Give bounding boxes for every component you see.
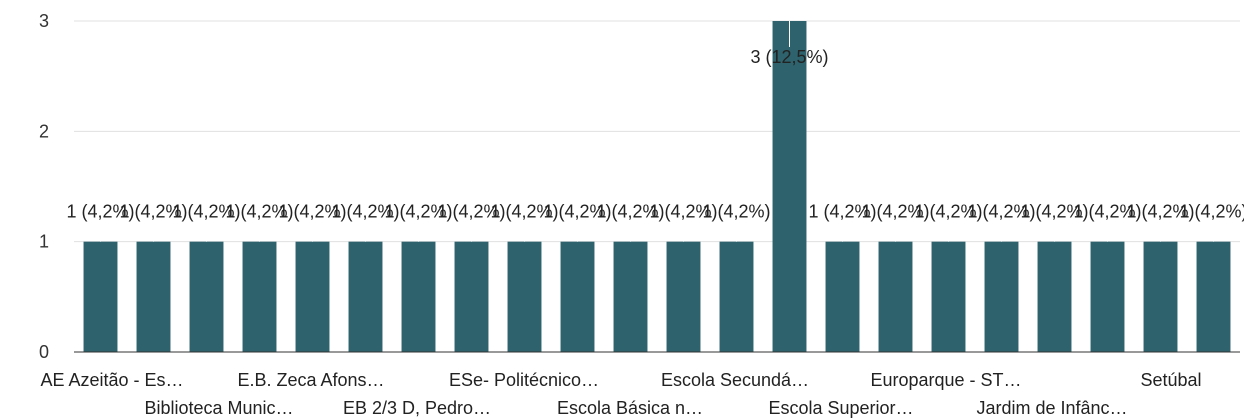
x-category-label: Escola Superior…: [768, 398, 913, 418]
bar[interactable]: [295, 241, 330, 352]
data-label: 1 (4,2%): [331, 202, 399, 222]
x-category-label: Jardim de Infânc…: [976, 398, 1127, 418]
bar[interactable]: [1090, 241, 1125, 352]
data-label: 1 (4,2%): [596, 202, 664, 222]
data-label: 1 (4,2%): [861, 202, 929, 222]
bar[interactable]: [613, 241, 648, 352]
bar[interactable]: [507, 241, 542, 352]
x-category-label: Biblioteca Munic…: [144, 398, 293, 418]
bar[interactable]: [348, 241, 383, 352]
data-label: 3 (12,5%): [750, 47, 828, 67]
bar[interactable]: [719, 241, 754, 352]
bar[interactable]: [454, 241, 489, 352]
bar[interactable]: [931, 241, 966, 352]
bar[interactable]: [825, 241, 860, 352]
x-category-label: ESe- Politécnico…: [449, 370, 599, 390]
bar[interactable]: [136, 241, 171, 352]
data-label: 1 (4,2%): [1126, 202, 1194, 222]
data-label: 1 (4,2%): [119, 202, 187, 222]
x-category-label: Escola Básica n…: [557, 398, 703, 418]
bar[interactable]: [83, 241, 118, 352]
x-category-label: EB 2/3 D, Pedro…: [343, 398, 491, 418]
data-label: 1 (4,2%): [543, 202, 611, 222]
bar[interactable]: [666, 241, 701, 352]
bar[interactable]: [242, 241, 277, 352]
data-label: 1 (4,2%): [702, 202, 770, 222]
axis-layer: 0 1 2 3 AE Azeitão - Es… Biblioteca Munic… E.B…: [39, 11, 1240, 418]
x-category-label: E.B. Zeca Afons…: [237, 370, 384, 390]
x-category-label: Europarque - ST…: [870, 370, 1021, 390]
data-label: 1 (4,2%): [278, 202, 346, 222]
x-category-label: Escola Secundá…: [661, 370, 809, 390]
bar[interactable]: [1196, 241, 1231, 352]
bar[interactable]: [1143, 241, 1178, 352]
data-label: 1 (4,2%): [66, 202, 134, 222]
bar[interactable]: [401, 241, 436, 352]
data-label: 1 (4,2%): [1073, 202, 1141, 222]
y-tick-label: 3: [39, 11, 49, 31]
data-label: 1 (4,2%): [172, 202, 240, 222]
y-tick-label: 0: [39, 342, 49, 362]
data-label: 1 (4,2%): [967, 202, 1035, 222]
label-layer: 1 (4,2%)1 (4,2%)1 (4,2%)1 (4,2%)1 (4,2%)…: [66, 21, 1244, 242]
x-category-label: AE Azeitão - Es…: [40, 370, 183, 390]
data-label: 1 (4,2%): [384, 202, 452, 222]
bar[interactable]: [984, 241, 1019, 352]
data-label: 1 (4,2%): [225, 202, 293, 222]
data-label: 1 (4,2%): [649, 202, 717, 222]
y-tick-label: 1: [39, 232, 49, 252]
data-label: 1 (4,2%): [914, 202, 982, 222]
data-label: 1 (4,2%): [1020, 202, 1088, 222]
data-label: 1 (4,2%): [1179, 202, 1244, 222]
bar[interactable]: [1037, 241, 1072, 352]
y-tick-label: 2: [39, 121, 49, 141]
x-category-label: Setúbal: [1140, 370, 1201, 390]
data-label: 1 (4,2%): [437, 202, 505, 222]
bar-layer: [83, 21, 1231, 352]
bar[interactable]: [560, 241, 595, 352]
bar[interactable]: [189, 241, 224, 352]
data-label: 1 (4,2%): [490, 202, 558, 222]
bar[interactable]: [878, 241, 913, 352]
data-label: 1 (4,2%): [808, 202, 876, 222]
bar[interactable]: [772, 21, 807, 352]
